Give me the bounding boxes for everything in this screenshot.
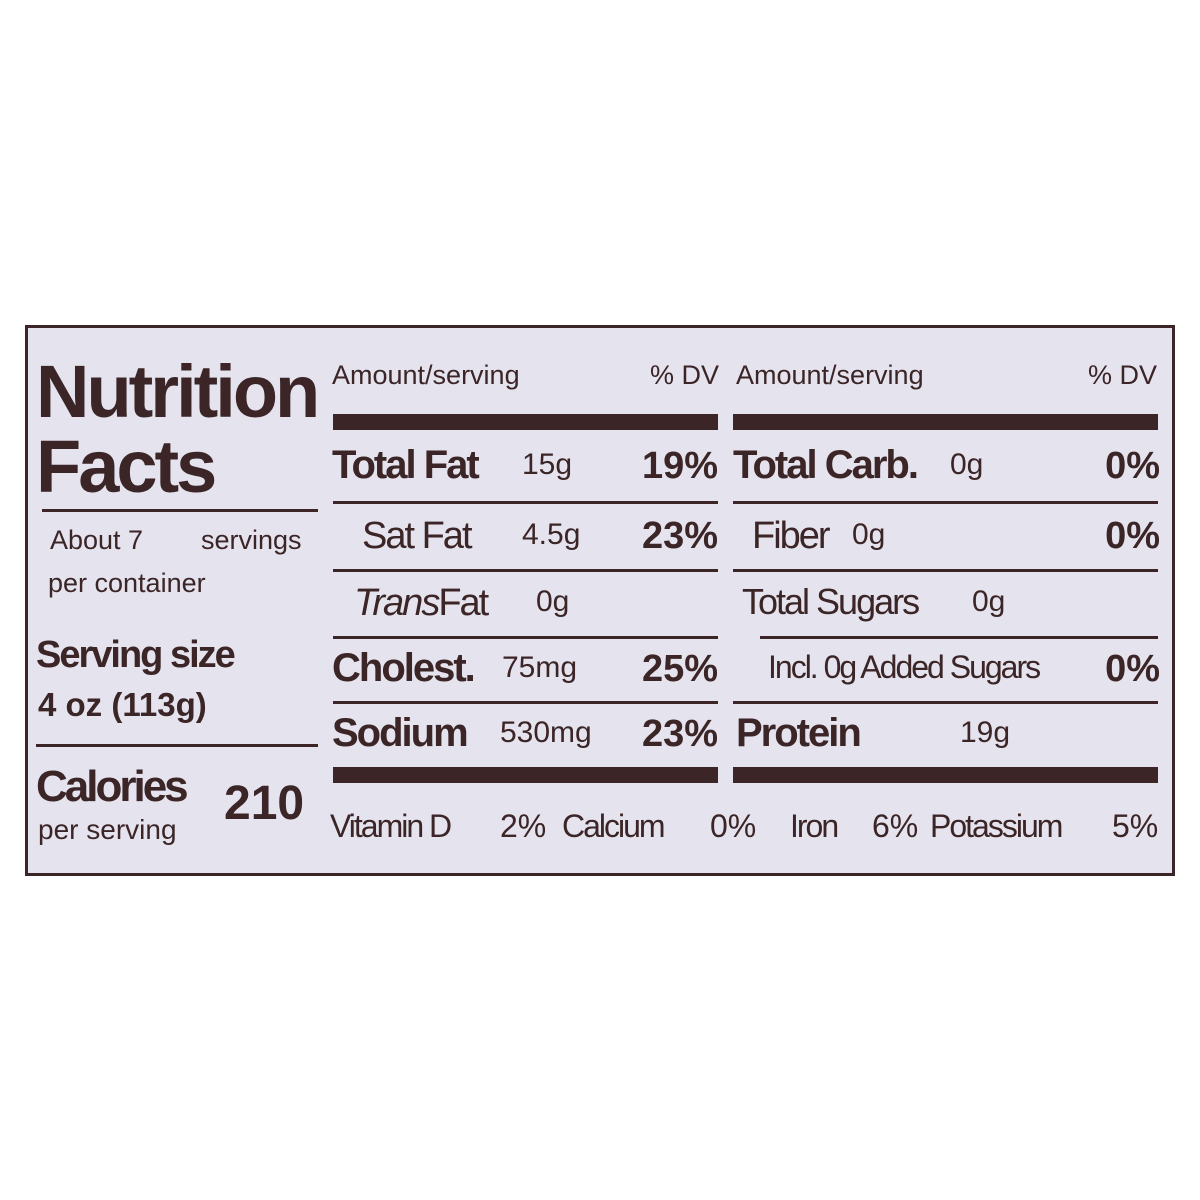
protein-amount: 19g [960,716,1011,749]
servings-word: servings [201,525,302,555]
sat-fat-label: Sat Fat [362,515,472,557]
dv-header-left: % DV [650,360,720,390]
trans-fat-amount: 0g [536,585,570,618]
protein-label: Protein [736,711,862,755]
divider [733,501,1158,504]
total-fat-amount: 15g [522,448,573,481]
fiber-label: Fiber [752,515,831,557]
serving-size-label: Serving size [36,634,236,676]
potassium-dv: 5% [1112,808,1159,844]
thick-bar [333,767,718,783]
total-carb-label: Total Carb. [733,443,919,487]
vitamin-d-label: Vitamin D [330,808,452,844]
title-nutrition: Nutrition [36,350,320,433]
divider [760,636,1158,639]
fat-word: Fat [438,582,489,624]
sat-fat-dv: 23% [641,515,718,557]
total-fat-label: Total Fat [332,443,480,487]
added-sugars-dv: 0% [1105,648,1160,690]
cholesterol-dv: 25% [641,648,718,690]
potassium-label: Potassium [930,808,1063,844]
calories-label: Calories [36,762,189,811]
cholesterol-label: Cholest. [332,646,476,690]
total-carb-dv: 0% [1105,445,1160,487]
serving-size-value: 4 oz (113g) [38,686,207,723]
divider [42,509,318,512]
calcium-label: Calcium [562,808,666,844]
divider [333,501,718,504]
total-sugars-amount: 0g [972,585,1006,618]
calories-value: 210 [224,777,305,830]
thick-bar [733,414,1158,430]
servings-suffix: per container [48,568,206,598]
fiber-dv: 0% [1105,515,1160,557]
thick-bar [733,767,1158,783]
divider [333,636,718,639]
divider [733,569,1158,572]
sodium-amount: 530mg [500,716,592,749]
calories-sub: per serving [38,814,177,845]
added-sugars-label: Incl. 0g Added Sugars [768,649,1041,685]
divider [333,569,718,572]
amount-header-right: Amount/serving [736,360,924,390]
title-facts: Facts [36,425,217,508]
thick-bar [333,414,718,430]
amount-header-left: Amount/serving [332,360,520,390]
divider [733,701,1158,704]
iron-label: Iron [790,808,839,844]
iron-dv: 6% [872,808,919,844]
calcium-dv: 0% [710,808,757,844]
sat-fat-amount: 4.5g [522,518,581,551]
sodium-label: Sodium [332,711,469,755]
total-fat-dv: 19% [641,445,718,487]
fiber-amount: 0g [852,518,886,551]
cholesterol-amount: 75mg [502,651,578,684]
trans-fat-label: TransFat [354,582,489,624]
servings-count: About 7 [50,525,144,555]
divider [333,701,718,704]
trans-italic: Trans [354,582,440,624]
total-sugars-label: Total Sugars [742,581,920,622]
divider [36,744,318,747]
vitamin-d-dv: 2% [500,808,547,844]
sodium-dv: 23% [641,713,718,755]
total-carb-amount: 0g [950,448,984,481]
dv-header-right: % DV [1088,360,1158,390]
